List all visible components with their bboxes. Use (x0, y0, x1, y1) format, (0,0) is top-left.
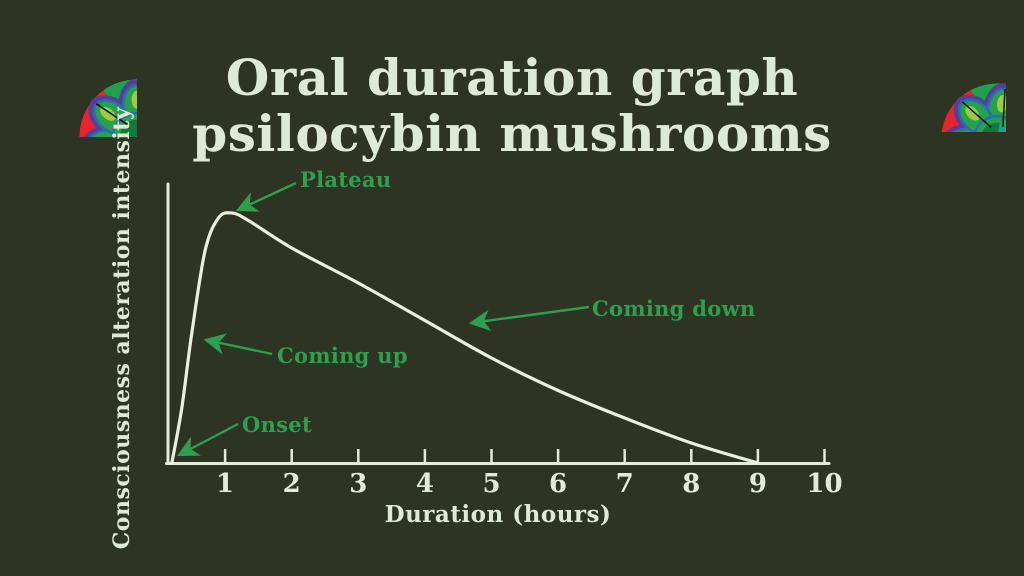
coming-down-arrow (468, 305, 590, 332)
coming-up-arrow (203, 333, 273, 356)
annotation-onset: Onset (242, 412, 312, 437)
x-tick-label: 3 (349, 469, 367, 499)
x-tick-label: 1 (216, 469, 234, 499)
annotation-coming-up: Coming up (277, 343, 408, 368)
x-tick-label: 2 (283, 469, 301, 499)
onset-arrow (176, 422, 239, 457)
title-line-2: psilocybin mushrooms (192, 103, 832, 163)
annotation-coming-down: Coming down (592, 296, 756, 321)
x-axis-ticks: 1 2 3 4 5 6 7 8 9 10 (216, 449, 843, 499)
x-tick-label: 4 (416, 469, 434, 499)
x-tick-label: 5 (482, 469, 500, 499)
x-tick-label: 10 (806, 469, 842, 499)
x-tick-label: 6 (549, 469, 567, 499)
annotation-plateau: Plateau (300, 167, 392, 192)
x-tick-label: 7 (616, 469, 634, 499)
intensity-curve (170, 211, 760, 465)
page-title: Oral duration graph psilocybin mushrooms (0, 47, 1024, 163)
x-axis-label: Duration (hours) (384, 501, 612, 528)
title-line-1: Oral duration graph (225, 47, 799, 107)
x-tick-label: 8 (682, 469, 700, 499)
x-tick-label: 9 (749, 469, 767, 499)
plateau-arrow (235, 181, 297, 212)
